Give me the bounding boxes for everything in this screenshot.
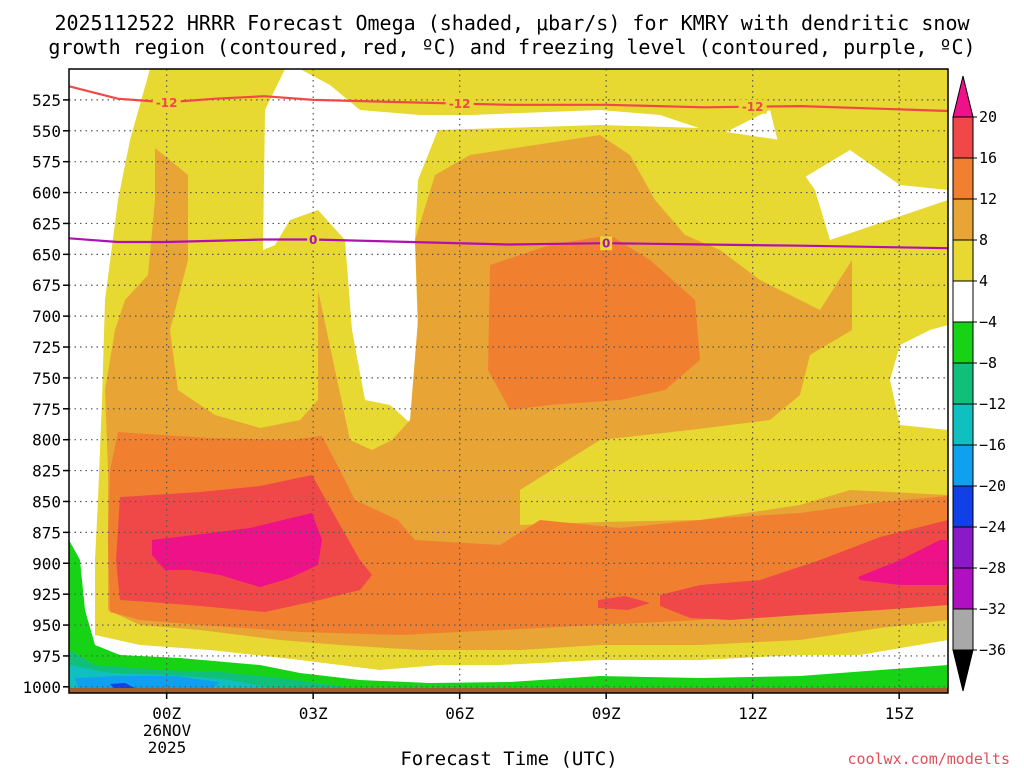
omega-region-12-16 [488, 235, 700, 410]
credit-link[interactable]: coolwx.com/modelts [847, 750, 1010, 768]
colorbar-tick-label-13: −36 [979, 641, 1006, 659]
x-axis: 00Z 03Z 06Z 09Z 12Z 15Z [152, 693, 914, 723]
colorbar-segment-10 [952, 526, 974, 569]
colorbar-tick-label-6: −8 [979, 354, 997, 372]
isotherm-label-1-1: 0 [602, 237, 610, 251]
isotherm-label-0-2: -12 [742, 100, 764, 114]
colorbar-tick-label-4: 4 [979, 272, 988, 290]
colorbar-top-triangle [952, 75, 974, 118]
colorbar-segment-5 [952, 321, 974, 364]
colorbar-tick-label-0: 20 [979, 108, 997, 126]
isotherm-label-0-1: -12 [449, 97, 471, 111]
x-tick-label-06Z: 06Z [445, 704, 474, 723]
colorbar-tick-label-2: 12 [979, 190, 997, 208]
y-tick-label-875: 875 [32, 523, 61, 542]
chart-title-line1: 2025112522 HRRR Forecast Omega (shaded, … [54, 11, 970, 35]
y-tick-label-825: 825 [32, 462, 61, 481]
omega-region-over-20 [152, 513, 322, 587]
x-tick-label-09Z: 09Z [592, 704, 621, 723]
y-tick-label-750: 750 [32, 369, 61, 388]
y-tick-label-900: 900 [32, 554, 61, 573]
y-tick-label-525: 525 [32, 91, 61, 110]
isotherm-label-bg-1-1 [600, 236, 613, 251]
colorbar-tick-label-9: −20 [979, 477, 1006, 495]
colorbar-segment-6 [952, 362, 974, 405]
y-axis: 525 550 575 600 625 650 675 700 725 750 775 800 825 8… [22, 91, 69, 697]
colorbar-segment-2 [952, 198, 974, 241]
y-tick-label-550: 550 [32, 122, 61, 141]
isotherm-label-bg-0-0 [152, 95, 181, 110]
colorbar-segment-0 [952, 116, 974, 159]
colorbar-tick-label-7: −12 [979, 395, 1006, 413]
omega-region-16-20-mid [598, 596, 650, 610]
x-date-label-line1: 26NOV [143, 721, 192, 740]
isotherm-label-bg-0-2 [738, 99, 767, 114]
y-tick-label-975: 975 [32, 647, 61, 666]
y-tick-label-675: 675 [32, 276, 61, 295]
x-tick-label-12Z: 12Z [738, 704, 767, 723]
x-tick-label-03Z: 03Z [299, 704, 328, 723]
x-axis-title: Forecast Time (UTC) [400, 748, 617, 768]
y-tick-label-575: 575 [32, 153, 61, 172]
y-tick-label-925: 925 [32, 585, 61, 604]
chart-title-line2: growth region (contoured, red, ºC) and f… [48, 35, 975, 59]
omega-shading [69, 69, 948, 693]
colorbar-bottom-triangle [952, 649, 974, 692]
isotherm-label-bg-0-1 [445, 96, 474, 111]
y-tick-label-850: 850 [32, 492, 61, 511]
colorbar-tick-label-12: −32 [979, 600, 1006, 618]
y-tick-label-775: 775 [32, 400, 61, 419]
colorbar-tick-label-11: −28 [979, 559, 1006, 577]
colorbar-tick-label-1: 16 [979, 149, 997, 167]
x-tick-label-15Z: 15Z [885, 704, 914, 723]
colorbar-segment-12 [952, 608, 974, 651]
colorbar-segment-9 [952, 485, 974, 528]
colorbar-segment-1 [952, 157, 974, 200]
gridlines [69, 69, 948, 693]
colorbar-segment-3 [952, 239, 974, 282]
y-tick-label-725: 725 [32, 338, 61, 357]
colorbar-segment-11 [952, 567, 974, 610]
y-tick-label-1000: 1000 [22, 678, 61, 697]
y-tick-label-800: 800 [32, 431, 61, 450]
colorbar-segment-4 [952, 280, 974, 323]
x-tick-label-00Z: 00Z [152, 704, 181, 723]
ground-surface-strip [69, 688, 948, 693]
colorbar-segment-7 [952, 403, 974, 446]
x-date-label-line2: 2025 [148, 738, 187, 757]
isotherm-label-0-0: -12 [156, 96, 178, 110]
colorbar-segment-8 [952, 444, 974, 487]
isotherm-label-1-0: 0 [309, 233, 317, 247]
y-tick-label-650: 650 [32, 245, 61, 264]
isotherm-label-bg-1-0 [307, 232, 320, 247]
y-tick-label-700: 700 [32, 307, 61, 326]
colorbar: 20 16 12 8 4 −4 −8 −12 −16 −20 −24 −28 −32 −36 [952, 75, 1006, 692]
colorbar-tick-label-8: −16 [979, 436, 1006, 454]
colorbar-tick-label-10: −24 [979, 518, 1006, 536]
y-tick-label-600: 600 [32, 184, 61, 203]
omega-region-over-20-right [858, 540, 948, 585]
isotherm-contours: -12 -12 -12 0 0 [69, 85, 948, 251]
omega-region-16-20-right [660, 520, 948, 620]
plot-frame [68, 68, 949, 694]
colorbar-tick-label-5: −4 [979, 313, 997, 331]
isotherm-line-1 [69, 237, 948, 250]
y-tick-label-625: 625 [32, 214, 61, 233]
y-tick-label-950: 950 [32, 616, 61, 635]
colorbar-tick-label-3: 8 [979, 231, 988, 249]
